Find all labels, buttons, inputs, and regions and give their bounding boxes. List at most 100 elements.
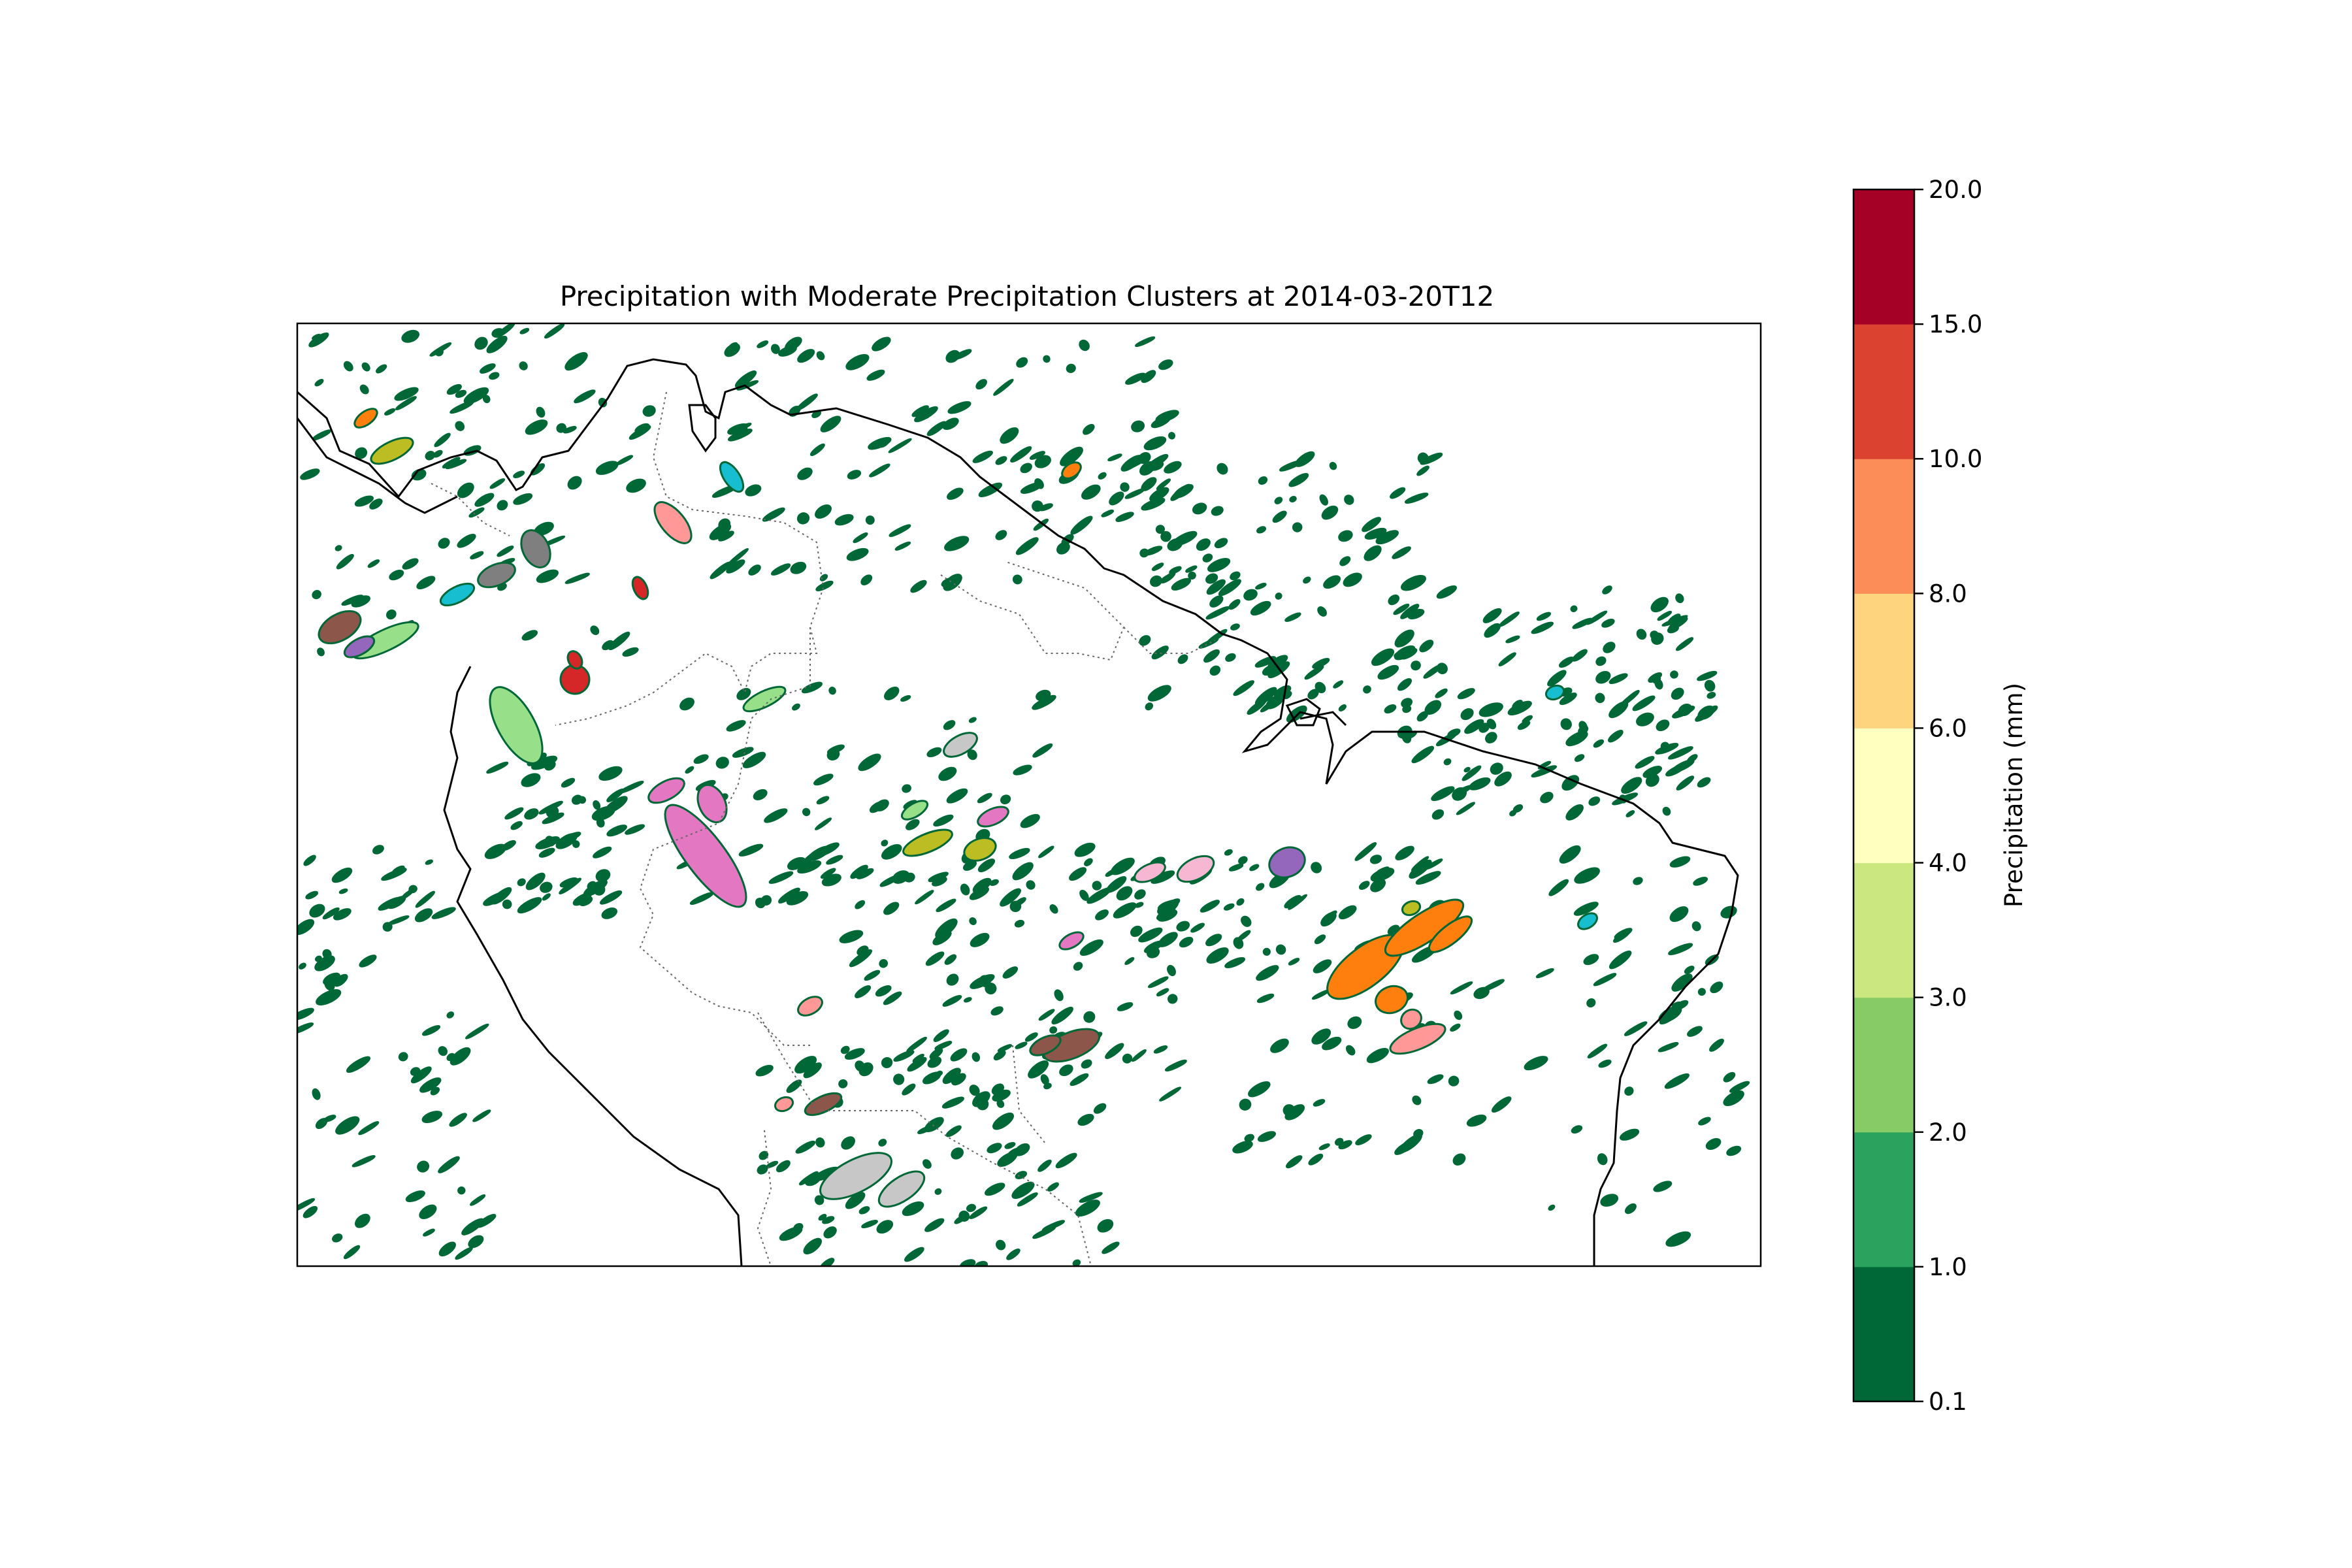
precip-cell [1315, 681, 1326, 694]
map-frame [296, 322, 1762, 1267]
precip-cell [1176, 921, 1190, 932]
precip-cell [1670, 670, 1678, 679]
precip-cell [1395, 845, 1414, 860]
precip-cell [803, 851, 819, 864]
precip-cell [1095, 909, 1109, 921]
precip-cell [793, 1223, 804, 1232]
precip-cell [486, 335, 508, 353]
precip-cell [572, 892, 592, 906]
precip-cell [1007, 1147, 1021, 1157]
precip-cell [1377, 664, 1399, 680]
precip-cell [1650, 596, 1669, 613]
precip-cell [1275, 592, 1282, 600]
precip-cluster [797, 996, 823, 1017]
precip-cell [816, 796, 830, 805]
precip-cell [1601, 619, 1615, 628]
colorbar-label: Precipitation (mm) [2000, 683, 2028, 907]
precip-cell [333, 908, 351, 921]
precip-cell [1054, 989, 1064, 1002]
colorbar-tick-label: 3.0 [1929, 984, 1967, 1012]
precip-cell [457, 482, 474, 498]
precip-cell [521, 773, 541, 787]
precip-cell [1074, 842, 1096, 857]
precip-cell [445, 459, 467, 470]
precip-cell [1469, 777, 1491, 791]
precip-cell [1002, 966, 1019, 979]
precip-cell [734, 422, 752, 433]
precip-cell [1167, 538, 1183, 551]
precip-cluster [439, 582, 476, 607]
precip-cluster [943, 732, 978, 758]
precip-cell [468, 1235, 484, 1249]
precip-cluster [520, 529, 551, 568]
precip-cell [1407, 608, 1425, 620]
precip-cell [879, 958, 889, 968]
precip-cluster [489, 686, 544, 764]
precip-cell [1512, 700, 1523, 710]
precip-cell [1651, 632, 1664, 645]
precip-cell [1548, 1204, 1556, 1211]
precip-cell [770, 563, 791, 576]
precip-cell [1034, 455, 1051, 468]
precip-cell [1583, 954, 1599, 966]
precip-cell [525, 419, 548, 435]
precip-cell [542, 893, 551, 901]
precip-cell [989, 879, 999, 887]
precip-cell [1135, 336, 1156, 348]
precip-cell [1384, 704, 1397, 714]
precip-cell [1120, 482, 1130, 492]
precip-cell [341, 595, 364, 606]
precip-cell [1662, 806, 1671, 816]
precip-cell [1431, 809, 1445, 820]
precip-cluster [353, 408, 378, 429]
precip-cell [455, 389, 467, 399]
precip-cell [1075, 1200, 1100, 1217]
precip-cluster [1375, 985, 1409, 1015]
precip-cell [976, 1098, 989, 1111]
precip-cell [1138, 927, 1163, 943]
precip-cell [1344, 495, 1354, 505]
precip-cell [844, 1048, 865, 1060]
precip-cell [1000, 427, 1019, 444]
precip-cell [405, 1190, 425, 1203]
precip-cell [1482, 608, 1502, 623]
precip-cell [868, 436, 892, 450]
precip-cell [828, 687, 836, 695]
precip-cell [925, 951, 945, 966]
precip-cell [910, 580, 927, 593]
precip-cell [545, 836, 555, 847]
precip-cell [1697, 988, 1706, 996]
precip-cell [1443, 758, 1452, 766]
colorbar-block [1854, 1266, 1914, 1402]
precip-cell [933, 814, 954, 827]
coastline-isthmus [297, 417, 458, 514]
precip-cell [531, 755, 558, 770]
precip-cell [1254, 656, 1277, 668]
precip-cell [1416, 711, 1429, 722]
precip-cell [1040, 1074, 1049, 1085]
precip-cell [1200, 900, 1220, 913]
precip-cell [606, 825, 627, 837]
precip-cell [1236, 898, 1245, 906]
precip-cell [510, 821, 523, 830]
precip-cell [561, 777, 576, 788]
precip-cell [738, 843, 764, 857]
precip-cell [1619, 689, 1640, 708]
precip-cell [513, 470, 525, 479]
precip-cell [1211, 506, 1224, 516]
precip-cell [786, 890, 809, 906]
precip-cell [419, 1204, 437, 1220]
precip-cell [312, 589, 321, 600]
precip-cell [820, 416, 841, 433]
precip-cell [1595, 670, 1611, 684]
precip-cell [972, 877, 992, 894]
coastline [297, 358, 1739, 1266]
precip-cell [1698, 1117, 1711, 1126]
precip-cell [1574, 754, 1585, 762]
precip-cell [457, 533, 476, 548]
precip-cell [1217, 463, 1228, 475]
precip-cell [1313, 959, 1332, 973]
precip-cell [1390, 487, 1406, 499]
precip-cluster [318, 610, 362, 645]
precip-cell [1272, 510, 1287, 523]
